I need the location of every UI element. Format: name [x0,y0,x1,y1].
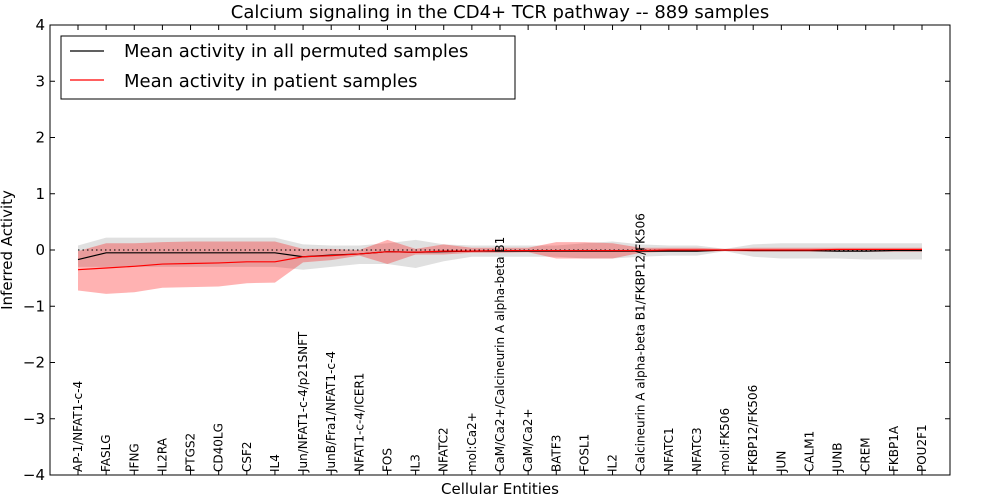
x-tick-label: IL4 [268,454,282,472]
x-tick-label: NFATC2 [437,427,451,472]
y-tick-label: −3 [23,410,45,428]
y-tick-label: −1 [23,297,45,315]
plot-frame [49,24,951,476]
chart-title: Calcium signaling in the CD4+ TCR pathwa… [231,2,769,23]
y-tick-labels: −4 −3 −2 −1 0 1 2 3 4 [23,16,45,484]
y-tick-label: 3 [35,72,45,90]
x-tick-label: BATF3 [549,435,563,472]
x-tick-label: FOSL1 [577,434,591,472]
band-patient [78,239,922,294]
series-line-patient [77,248,922,271]
x-tick-labels: AP-1/NFAT1-c-4 FASLG IFNG IL2RA PTGS2 CD40LG C… [71,213,929,473]
series-lines [77,248,922,271]
x-tick-label: CaM/Ca2+/Calcineurin A alpha-beta B1 [493,237,507,472]
x-tick-label: Calcineurin A alpha-beta B1/FKBP12/FK506 [634,213,648,472]
legend-label-patient: Mean activity in patient samples [124,71,418,92]
x-tick-label: NFAT1-c-4/ICER1 [352,373,366,472]
x-tick-label: IL2RA [155,437,169,472]
y-tick-label: 0 [35,241,45,259]
x-tick-label: NFATC1 [662,427,676,472]
legend-label-permuted: Mean activity in all permuted samples [124,41,468,62]
x-tick-label: FOS [380,448,394,472]
x-tick-label: FASLG [99,434,113,472]
x-tick-label: CSF2 [240,441,254,472]
y-tick-label: 4 [35,16,45,34]
x-tick-label: mol:FK506 [718,408,732,472]
confidence-bands [78,237,922,294]
band-permuted [78,237,922,270]
y-tick-label: 2 [35,129,45,147]
x-tick-label: IL3 [409,454,423,472]
x-tick-label: IFNG [127,443,141,472]
x-tick-label: FKBP1A [887,425,901,472]
x-tick-label: PTGS2 [184,433,198,472]
x-tick-label: IL2 [606,454,620,472]
legend: Mean activity in all permuted samples Me… [60,35,516,100]
x-tick-label: CREM [859,437,873,472]
x-tick-label: mol:Ca2+ [465,412,479,472]
x-tick-label: CaM/Ca2+ [521,408,535,472]
x-tick-label: Jun/NFAT1-c-4/p21SNFT [296,331,310,473]
y-tick-label: 1 [35,185,45,203]
x-tick-label: CD40LG [212,423,226,472]
y-tick-label: −2 [23,354,45,372]
x-tick-label: FKBP12/FK506 [746,385,760,472]
x-tick-label: JunB/Fra1/NFAT1-c-4 [324,351,338,473]
x-tick-label: POU2F1 [915,424,929,472]
x-tick-label: JUN [774,451,788,473]
x-tick-label: AP-1/NFAT1-c-4 [71,381,85,472]
x-tick-label: NFATC3 [690,427,704,472]
y-axis-label: Inferred Activity [0,190,16,310]
y-tick-label: −4 [23,466,45,484]
x-tick-label: CALM1 [802,431,816,472]
legend-box [60,35,516,100]
x-axis-label: Cellular Entities [441,480,559,498]
x-tick-label: JUNB [831,442,845,473]
